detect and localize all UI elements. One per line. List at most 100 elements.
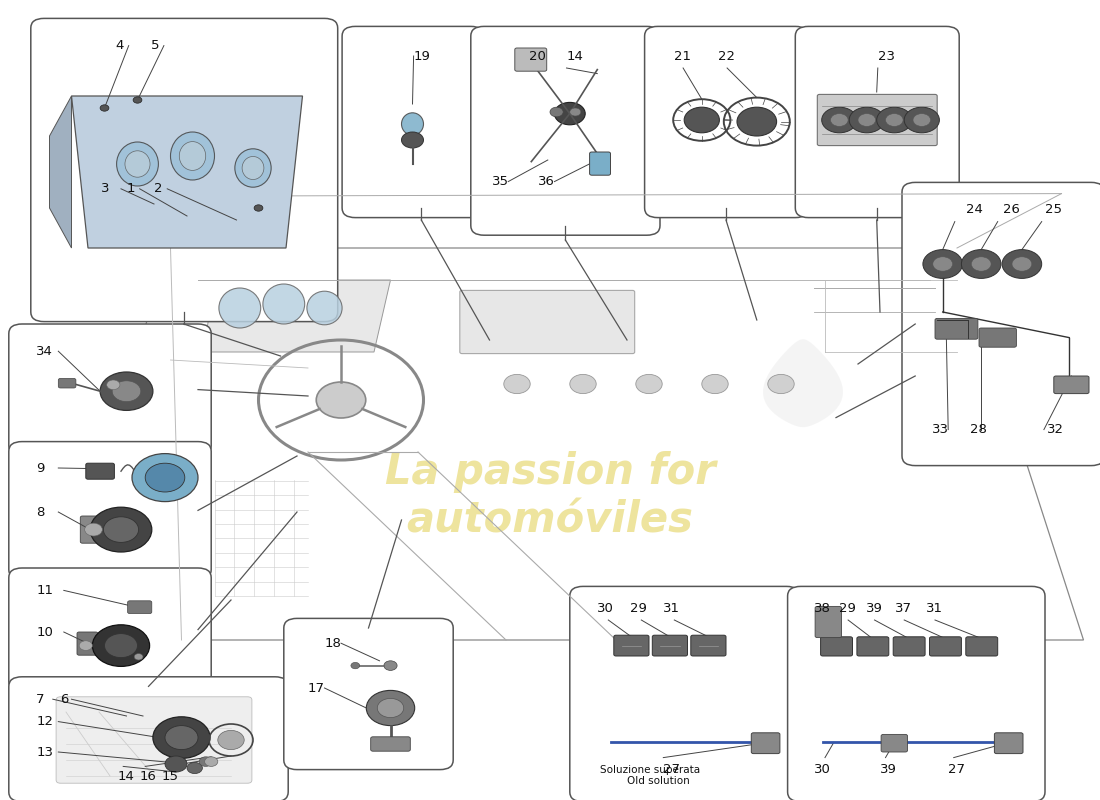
Circle shape [849, 107, 884, 133]
Ellipse shape [170, 132, 214, 180]
Ellipse shape [219, 288, 261, 328]
FancyBboxPatch shape [751, 733, 780, 754]
FancyBboxPatch shape [691, 635, 726, 656]
Circle shape [570, 374, 596, 394]
Text: 2: 2 [154, 182, 163, 195]
Text: 38: 38 [814, 602, 830, 614]
Text: 10: 10 [36, 626, 53, 638]
Text: 22: 22 [718, 50, 735, 62]
FancyBboxPatch shape [935, 318, 978, 339]
Circle shape [923, 250, 962, 278]
FancyBboxPatch shape [881, 734, 907, 752]
Text: 14: 14 [566, 50, 583, 62]
FancyBboxPatch shape [788, 586, 1045, 800]
Text: 27: 27 [663, 763, 680, 776]
FancyBboxPatch shape [590, 152, 610, 175]
FancyBboxPatch shape [86, 463, 114, 479]
Circle shape [554, 102, 585, 125]
Circle shape [100, 105, 109, 111]
Polygon shape [763, 339, 843, 427]
FancyBboxPatch shape [80, 516, 109, 543]
Circle shape [933, 257, 953, 271]
Text: 17: 17 [308, 682, 324, 694]
Circle shape [737, 107, 777, 136]
Text: 11: 11 [36, 584, 53, 597]
Text: 39: 39 [880, 763, 896, 776]
Circle shape [90, 507, 152, 552]
Circle shape [904, 107, 939, 133]
FancyBboxPatch shape [9, 324, 211, 455]
Circle shape [205, 757, 218, 766]
Circle shape [104, 634, 138, 658]
Text: 31: 31 [663, 602, 680, 614]
Text: 13: 13 [36, 746, 53, 758]
Circle shape [136, 602, 150, 612]
FancyBboxPatch shape [342, 26, 484, 218]
Circle shape [153, 717, 210, 758]
Text: 9: 9 [36, 462, 45, 474]
Circle shape [187, 762, 202, 774]
Circle shape [112, 381, 141, 402]
Ellipse shape [125, 150, 150, 178]
Text: Soluzione superata: Soluzione superata [600, 765, 700, 774]
Text: 31: 31 [926, 602, 943, 614]
FancyBboxPatch shape [31, 18, 338, 322]
Circle shape [377, 698, 404, 718]
Circle shape [504, 374, 530, 394]
Ellipse shape [242, 157, 264, 179]
FancyBboxPatch shape [645, 26, 808, 218]
Circle shape [636, 374, 662, 394]
Circle shape [165, 756, 187, 772]
Polygon shape [50, 96, 72, 248]
Text: 20: 20 [529, 50, 546, 62]
FancyBboxPatch shape [994, 733, 1023, 754]
Text: 8: 8 [36, 506, 45, 518]
Text: 29: 29 [630, 602, 647, 614]
Text: 7: 7 [36, 693, 45, 706]
FancyBboxPatch shape [902, 182, 1100, 466]
Text: 29: 29 [839, 602, 856, 614]
Text: 18: 18 [324, 637, 341, 650]
FancyBboxPatch shape [9, 442, 211, 579]
Text: 30: 30 [597, 602, 614, 614]
FancyBboxPatch shape [77, 632, 98, 655]
Text: 14: 14 [118, 770, 134, 782]
FancyBboxPatch shape [9, 568, 211, 691]
Circle shape [886, 114, 903, 126]
Circle shape [1002, 250, 1042, 278]
Text: 16: 16 [140, 770, 156, 782]
Text: 37: 37 [895, 602, 912, 614]
Text: La passion for
automóviles: La passion for automóviles [385, 450, 715, 542]
FancyBboxPatch shape [893, 637, 925, 656]
Circle shape [199, 757, 212, 766]
Ellipse shape [402, 113, 424, 135]
Circle shape [254, 205, 263, 211]
Text: 39: 39 [866, 602, 882, 614]
Text: 32: 32 [1047, 423, 1064, 436]
Circle shape [107, 380, 120, 390]
Text: 12: 12 [36, 715, 53, 728]
FancyBboxPatch shape [471, 26, 660, 235]
Circle shape [1012, 257, 1032, 271]
FancyBboxPatch shape [9, 677, 288, 800]
Circle shape [317, 382, 365, 418]
Polygon shape [72, 96, 302, 248]
FancyBboxPatch shape [614, 635, 649, 656]
Text: 5: 5 [151, 39, 160, 52]
FancyBboxPatch shape [815, 606, 842, 638]
FancyBboxPatch shape [460, 290, 635, 354]
Circle shape [570, 108, 581, 116]
Text: Old solution: Old solution [627, 776, 690, 786]
Circle shape [384, 661, 397, 670]
Circle shape [92, 625, 150, 666]
Circle shape [971, 257, 991, 271]
Circle shape [79, 641, 92, 650]
Text: 28: 28 [970, 423, 987, 436]
Circle shape [351, 662, 360, 669]
FancyBboxPatch shape [1054, 376, 1089, 394]
Circle shape [100, 372, 153, 410]
Circle shape [822, 107, 857, 133]
FancyBboxPatch shape [128, 601, 152, 614]
Ellipse shape [235, 149, 271, 187]
Circle shape [858, 114, 876, 126]
